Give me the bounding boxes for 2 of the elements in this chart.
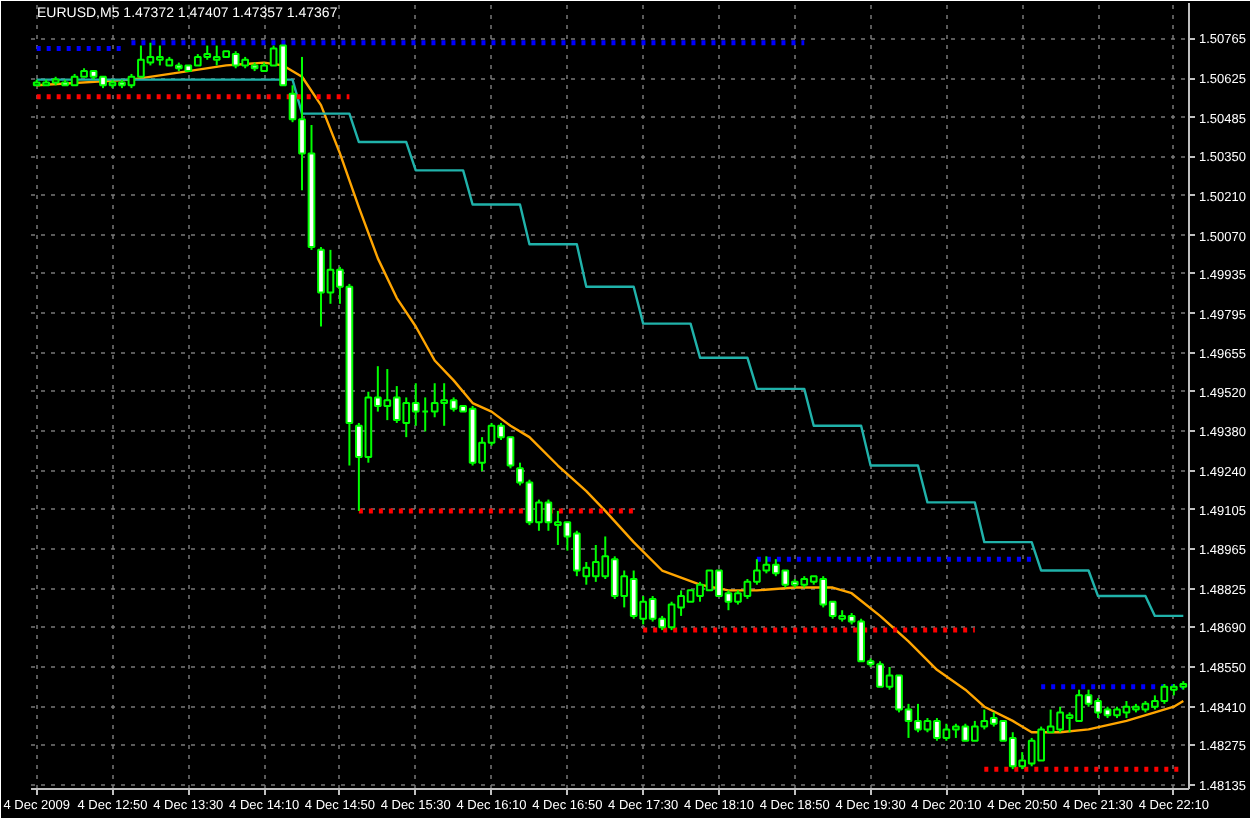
line-series — [35, 61, 1185, 734]
line-series — [35, 78, 1185, 618]
